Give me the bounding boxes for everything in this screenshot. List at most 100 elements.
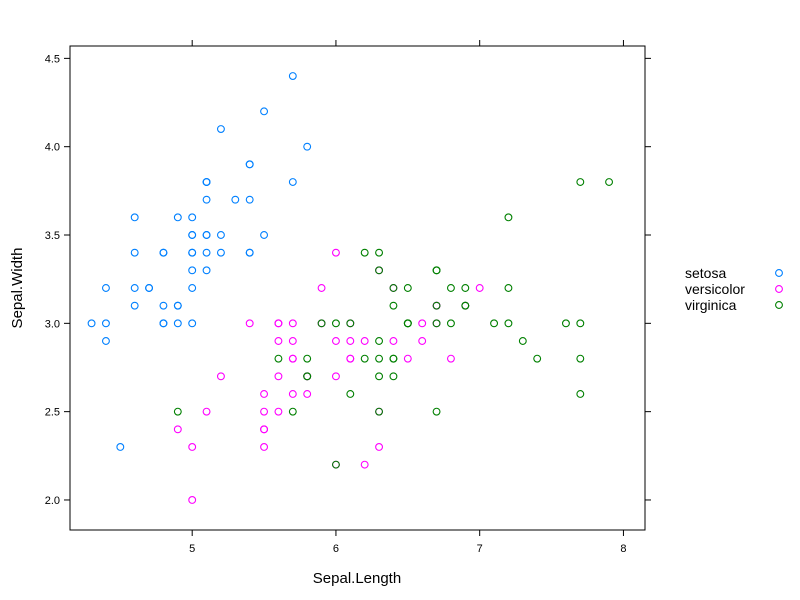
data-point-versicolor <box>389 337 398 345</box>
data-point-setosa <box>202 266 211 275</box>
data-point-setosa <box>159 301 168 310</box>
data-point-virginica <box>346 390 355 398</box>
y-axis-ticks: 2.0 2.5 3.0 3.5 4.0 4.5 <box>45 53 651 507</box>
data-point-versicolor <box>331 372 340 381</box>
data-point-setosa <box>288 72 297 80</box>
data-point-setosa <box>87 319 96 328</box>
x-axis-label: Sepal.Length <box>313 570 401 587</box>
data-point-versicolor <box>216 372 225 381</box>
data-point-versicolor <box>245 319 254 328</box>
data-point-virginica <box>432 266 441 275</box>
data-point-virginica <box>490 319 499 328</box>
data-point-setosa <box>245 248 254 257</box>
y-axis-label: Sepal.Width <box>9 248 26 329</box>
data-point-versicolor <box>360 337 369 345</box>
data-point-setosa <box>173 301 182 310</box>
data-point-versicolor <box>446 354 455 363</box>
data-point-setosa <box>101 337 110 345</box>
legend-label-virginica: virginica <box>685 297 737 313</box>
data-point-versicolor <box>418 337 427 345</box>
data-point-setosa <box>173 319 182 328</box>
data-point-setosa <box>130 284 139 292</box>
data-point-setosa <box>101 284 110 292</box>
x-tick-label: 8 <box>620 543 626 555</box>
data-point-virginica <box>576 390 585 398</box>
data-point-virginica <box>461 301 470 310</box>
data-point-virginica <box>346 319 355 328</box>
data-point-virginica <box>274 354 283 363</box>
data-point-setosa <box>101 319 110 328</box>
y-tick-label: 4.5 <box>45 53 60 65</box>
data-point-versicolor <box>375 443 384 451</box>
y-tick-label: 2.5 <box>45 407 60 419</box>
legend-label-setosa: setosa <box>685 265 726 281</box>
data-point-setosa <box>202 231 211 239</box>
data-point-versicolor <box>317 284 326 292</box>
data-point-versicolor <box>288 354 297 363</box>
data-point-setosa <box>216 125 225 133</box>
data-point-setosa <box>216 231 225 239</box>
data-point-versicolor <box>346 337 355 345</box>
data-point-versicolor <box>288 319 297 328</box>
plot-panel <box>69 45 646 531</box>
data-point-versicolor <box>202 407 211 416</box>
data-point-virginica <box>504 319 513 328</box>
data-point-versicolor <box>331 337 340 345</box>
data-point-virginica <box>389 284 398 292</box>
data-point-virginica <box>432 301 441 310</box>
data-point-virginica <box>605 178 614 186</box>
data-point-virginica <box>389 372 398 381</box>
data-point-virginica <box>375 266 384 275</box>
data-point-versicolor <box>260 390 269 398</box>
data-point-setosa <box>188 319 197 328</box>
data-point-virginica <box>303 372 312 381</box>
data-point-virginica <box>504 213 513 222</box>
data-point-versicolor <box>360 460 369 469</box>
data-point-setosa <box>188 266 197 275</box>
data-point-virginica <box>375 407 384 416</box>
y-tick-label: 3.5 <box>45 230 60 242</box>
data-point-setosa <box>288 178 297 186</box>
data-point-virginica <box>403 284 412 292</box>
data-point-setosa <box>188 248 197 257</box>
data-point-virginica <box>461 284 470 292</box>
data-point-setosa <box>202 248 211 257</box>
data-point-virginica <box>561 319 570 328</box>
data-point-setosa <box>245 160 254 169</box>
data-point-setosa <box>130 301 139 310</box>
data-point-versicolor <box>188 443 197 451</box>
legend-label-versicolor: versicolor <box>685 281 745 297</box>
data-point-versicolor <box>274 319 283 328</box>
x-axis-ticks: 5 6 7 8 <box>189 40 627 555</box>
legend-marker-setosa <box>775 269 783 277</box>
data-point-setosa <box>260 231 269 239</box>
data-point-virginica <box>432 319 441 328</box>
data-point-virginica <box>375 248 384 257</box>
data-point-virginica <box>389 354 398 363</box>
data-point-virginica <box>446 284 455 292</box>
data-point-versicolor <box>303 390 312 398</box>
legend-marker-virginica <box>775 301 783 309</box>
data-point-versicolor <box>331 248 340 257</box>
data-point-versicolor <box>173 425 182 434</box>
data-point-setosa <box>130 213 139 222</box>
data-point-versicolor <box>260 407 269 416</box>
data-point-virginica <box>288 407 297 416</box>
x-tick-label: 7 <box>477 543 483 555</box>
data-point-virginica <box>403 319 412 328</box>
data-point-virginica <box>576 354 585 363</box>
data-point-virginica <box>303 354 312 363</box>
data-point-versicolor <box>260 443 269 451</box>
data-point-setosa <box>303 142 312 151</box>
y-tick-label: 3.0 <box>45 318 60 330</box>
data-point-setosa <box>188 231 197 239</box>
legend-marker-versicolor <box>775 285 783 293</box>
data-point-virginica <box>576 178 585 186</box>
data-point-virginica <box>375 372 384 381</box>
data-point-virginica <box>375 337 384 345</box>
data-point-versicolor <box>346 354 355 363</box>
data-point-setosa <box>245 195 254 204</box>
data-point-setosa <box>202 195 211 204</box>
data-points <box>87 72 614 504</box>
